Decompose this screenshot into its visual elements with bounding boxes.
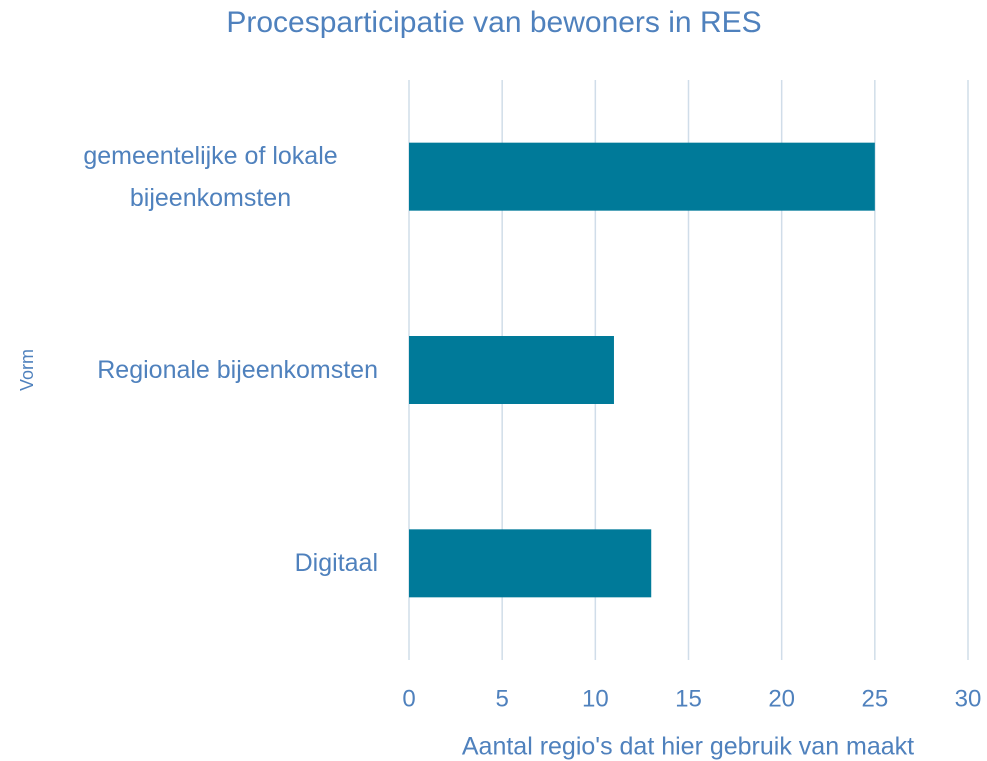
y-tick-label: Digitaal	[294, 549, 378, 578]
x-tick-label: 15	[675, 685, 702, 712]
x-tick-label: 25	[861, 685, 888, 712]
y-axis-title: Vorm	[17, 349, 37, 391]
x-tick-label: 5	[495, 685, 508, 712]
y-tick-label: gemeentelijke of lokale bijeenkomsten	[83, 141, 338, 212]
x-tick-label: 20	[768, 685, 795, 712]
x-axis-title: Aantal regio's dat hier gebruik van maak…	[462, 733, 914, 761]
bar	[409, 529, 652, 598]
y-tick-label: Regionale bijeenkomsten	[97, 356, 378, 384]
x-tick-label: 0	[402, 685, 415, 712]
bar	[409, 142, 875, 211]
x-tick-label: 30	[955, 685, 982, 712]
x-tick-label: 10	[582, 685, 609, 712]
bar	[409, 336, 614, 404]
chart-title: Procesparticipatie van bewoners in RES	[226, 6, 761, 39]
